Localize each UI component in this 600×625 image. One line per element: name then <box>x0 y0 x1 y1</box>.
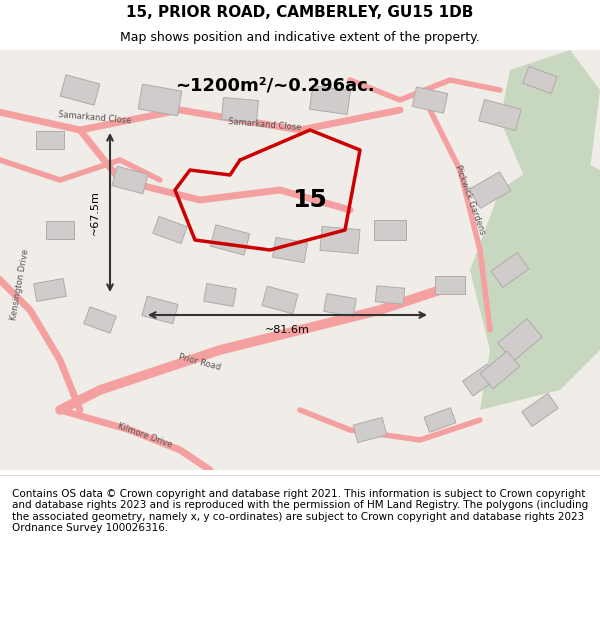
Bar <box>320 226 360 254</box>
Bar <box>424 408 456 432</box>
Bar <box>376 286 404 304</box>
Text: Samarkand Close: Samarkand Close <box>228 118 302 132</box>
Bar <box>36 131 64 149</box>
Bar <box>138 84 182 116</box>
Polygon shape <box>470 150 600 410</box>
Text: Prior Road: Prior Road <box>178 352 222 372</box>
Bar <box>353 418 387 442</box>
Text: Contains OS data © Crown copyright and database right 2021. This information is : Contains OS data © Crown copyright and d… <box>12 489 588 533</box>
Bar <box>374 220 406 240</box>
Text: ~81.6m: ~81.6m <box>265 325 310 335</box>
Bar <box>463 364 497 396</box>
Bar <box>142 296 178 324</box>
Bar <box>480 351 520 389</box>
Bar <box>323 294 356 316</box>
Text: 15: 15 <box>293 188 328 212</box>
Text: Map shows position and indicative extent of the property.: Map shows position and indicative extent… <box>120 31 480 44</box>
Bar <box>498 319 542 361</box>
Text: ~67.5m: ~67.5m <box>90 190 100 235</box>
Bar <box>479 99 521 131</box>
Bar <box>435 276 465 294</box>
Text: Samarkand Close: Samarkand Close <box>58 111 132 126</box>
Text: 15, PRIOR ROAD, CAMBERLEY, GU15 1DB: 15, PRIOR ROAD, CAMBERLEY, GU15 1DB <box>127 5 473 20</box>
Text: Pickwick Gardens: Pickwick Gardens <box>453 164 487 236</box>
Bar <box>112 166 148 194</box>
Bar <box>60 75 100 105</box>
Polygon shape <box>500 50 600 190</box>
Bar <box>46 221 74 239</box>
Bar <box>310 86 350 114</box>
Text: Kensington Drive: Kensington Drive <box>9 249 31 321</box>
Bar <box>84 307 116 333</box>
Bar <box>469 172 511 208</box>
Bar <box>491 253 529 288</box>
Bar <box>34 279 67 301</box>
Bar <box>262 286 298 314</box>
Bar <box>210 225 250 255</box>
Bar <box>523 66 557 94</box>
Text: Kilmore Drive: Kilmore Drive <box>116 421 173 449</box>
Bar <box>221 98 259 122</box>
Text: ~1200m²/~0.296ac.: ~1200m²/~0.296ac. <box>175 76 374 94</box>
Bar <box>203 284 236 306</box>
Bar <box>272 238 307 262</box>
Bar <box>522 394 558 426</box>
Bar <box>153 216 187 244</box>
Bar <box>412 87 448 113</box>
